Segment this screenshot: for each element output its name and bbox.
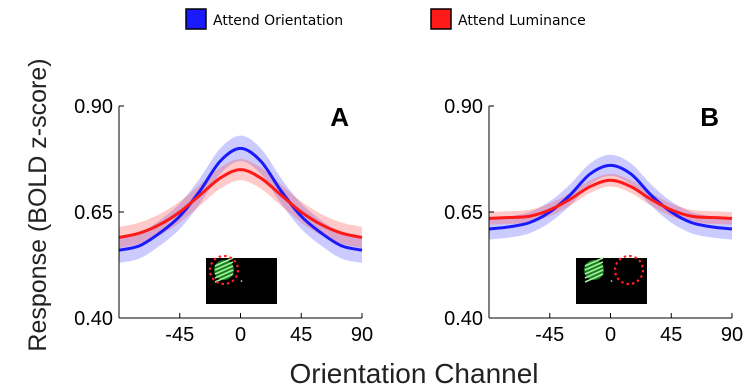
series-line-attend-luminance bbox=[488, 178, 733, 220]
grating-stripe bbox=[214, 273, 234, 283]
x-tick-label: 45 bbox=[290, 324, 312, 346]
legend: Attend Orientation Attend Luminance bbox=[185, 8, 586, 30]
grating-stripe bbox=[584, 273, 604, 283]
panel-b: 0.40 0.65 0.90 -45 0 45 90 B bbox=[444, 96, 743, 346]
grating-stripe bbox=[214, 269, 234, 279]
y-tick-label: 0.90 bbox=[74, 96, 113, 118]
legend-label-luminance: Attend Luminance bbox=[458, 13, 586, 29]
stimulus-inset bbox=[576, 254, 647, 304]
stimulus-inset bbox=[206, 254, 277, 304]
legend-swatch-orientation bbox=[185, 8, 207, 30]
grating-stripe bbox=[214, 265, 234, 275]
y-tick-label: 0.40 bbox=[444, 308, 483, 330]
y-tick-label: 0.90 bbox=[444, 96, 483, 118]
grating-stripe bbox=[214, 261, 234, 271]
grating-stripe bbox=[584, 269, 604, 279]
ci-band-attend-luminance bbox=[119, 159, 362, 249]
series-line-attend-luminance bbox=[118, 168, 363, 239]
attention-ring bbox=[208, 254, 240, 286]
grating-stimulus bbox=[584, 257, 604, 283]
grating-stimulus bbox=[214, 257, 234, 283]
x-tick-label: 45 bbox=[660, 324, 682, 346]
ci-band-attend-orientation bbox=[489, 154, 732, 240]
x-tick-label: 0 bbox=[605, 324, 616, 346]
legend-swatch-luminance bbox=[430, 8, 452, 30]
grating-stripe bbox=[214, 257, 234, 267]
x-tick-label: 90 bbox=[721, 324, 743, 346]
x-axis-title: Orientation Channel bbox=[289, 358, 538, 389]
fixation-dot bbox=[240, 280, 243, 282]
x-tick-label: 0 bbox=[235, 324, 246, 346]
y-tick-label: 0.65 bbox=[74, 202, 113, 224]
x-tick-label: -45 bbox=[165, 324, 194, 346]
y-tick-label: 0.40 bbox=[74, 308, 113, 330]
x-tick-label: -45 bbox=[535, 324, 564, 346]
y-axis-title: Response (BOLD z-score) bbox=[24, 58, 52, 351]
series-line-attend-orientation bbox=[118, 146, 363, 252]
panel-label: A bbox=[330, 102, 349, 132]
x-tick-label: 90 bbox=[351, 324, 373, 346]
grating-stripe bbox=[584, 265, 604, 275]
fixation-dot bbox=[610, 280, 613, 282]
grating-stripe bbox=[584, 257, 604, 267]
ci-band-attend-orientation bbox=[119, 135, 362, 263]
series-line-attend-orientation bbox=[488, 163, 733, 231]
y-tick-label: 0.65 bbox=[444, 202, 483, 224]
panel-label: B bbox=[700, 102, 719, 132]
legend-label-orientation: Attend Orientation bbox=[213, 13, 343, 29]
attention-ring bbox=[613, 254, 645, 286]
panel-a: 0.40 0.65 0.90 -45 0 45 90 A bbox=[74, 96, 373, 346]
grating-stripe bbox=[584, 261, 604, 271]
